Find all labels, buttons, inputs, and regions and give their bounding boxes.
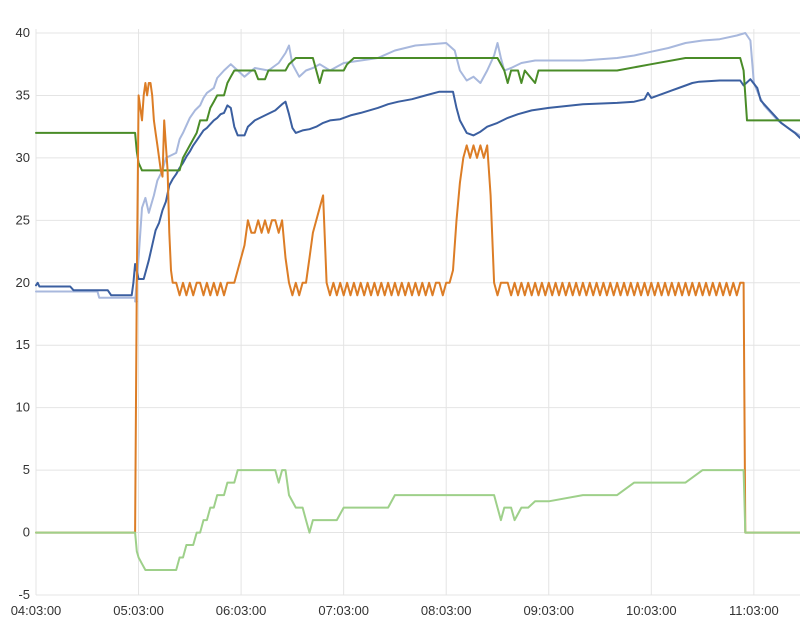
series-layer <box>35 32 800 571</box>
y-tick-label: 40 <box>16 25 30 40</box>
x-axis-tick-labels: 04:03:00 05:03:00 06:03:00 07:03:00 08:03:00… <box>11 603 779 618</box>
x-tick-label: 07:03:00 <box>318 603 369 618</box>
horizontal-gridlines <box>36 32 800 596</box>
y-tick-label: 20 <box>16 275 30 290</box>
series-4-line <box>35 82 800 534</box>
y-axis-tick-labels: -5 0 5 10 15 20 25 30 35 40 <box>16 25 30 602</box>
x-tick-label: 05:03:00 <box>113 603 164 618</box>
y-tick-label: 25 <box>16 212 30 227</box>
y-tick-label: 5 <box>23 462 30 477</box>
x-tick-label: 09:03:00 <box>523 603 574 618</box>
series-2-line <box>35 78 800 297</box>
x-tick-label: 10:03:00 <box>626 603 677 618</box>
y-tick-label: 30 <box>16 150 30 165</box>
y-tick-label: -5 <box>18 587 30 602</box>
vertical-gridlines <box>35 29 755 595</box>
y-tick-label: 35 <box>16 87 30 102</box>
x-tick-label: 04:03:00 <box>11 603 62 618</box>
series-5-line <box>35 469 800 571</box>
y-tick-label: 0 <box>23 525 30 540</box>
x-tick-label: 08:03:00 <box>421 603 472 618</box>
series-1-line <box>35 32 800 303</box>
series-3-line <box>35 57 800 172</box>
x-tick-label: 06:03:00 <box>216 603 267 618</box>
y-tick-label: 15 <box>16 337 30 352</box>
x-tick-label: 11:03:00 <box>729 603 779 618</box>
y-tick-label: 10 <box>16 400 30 415</box>
